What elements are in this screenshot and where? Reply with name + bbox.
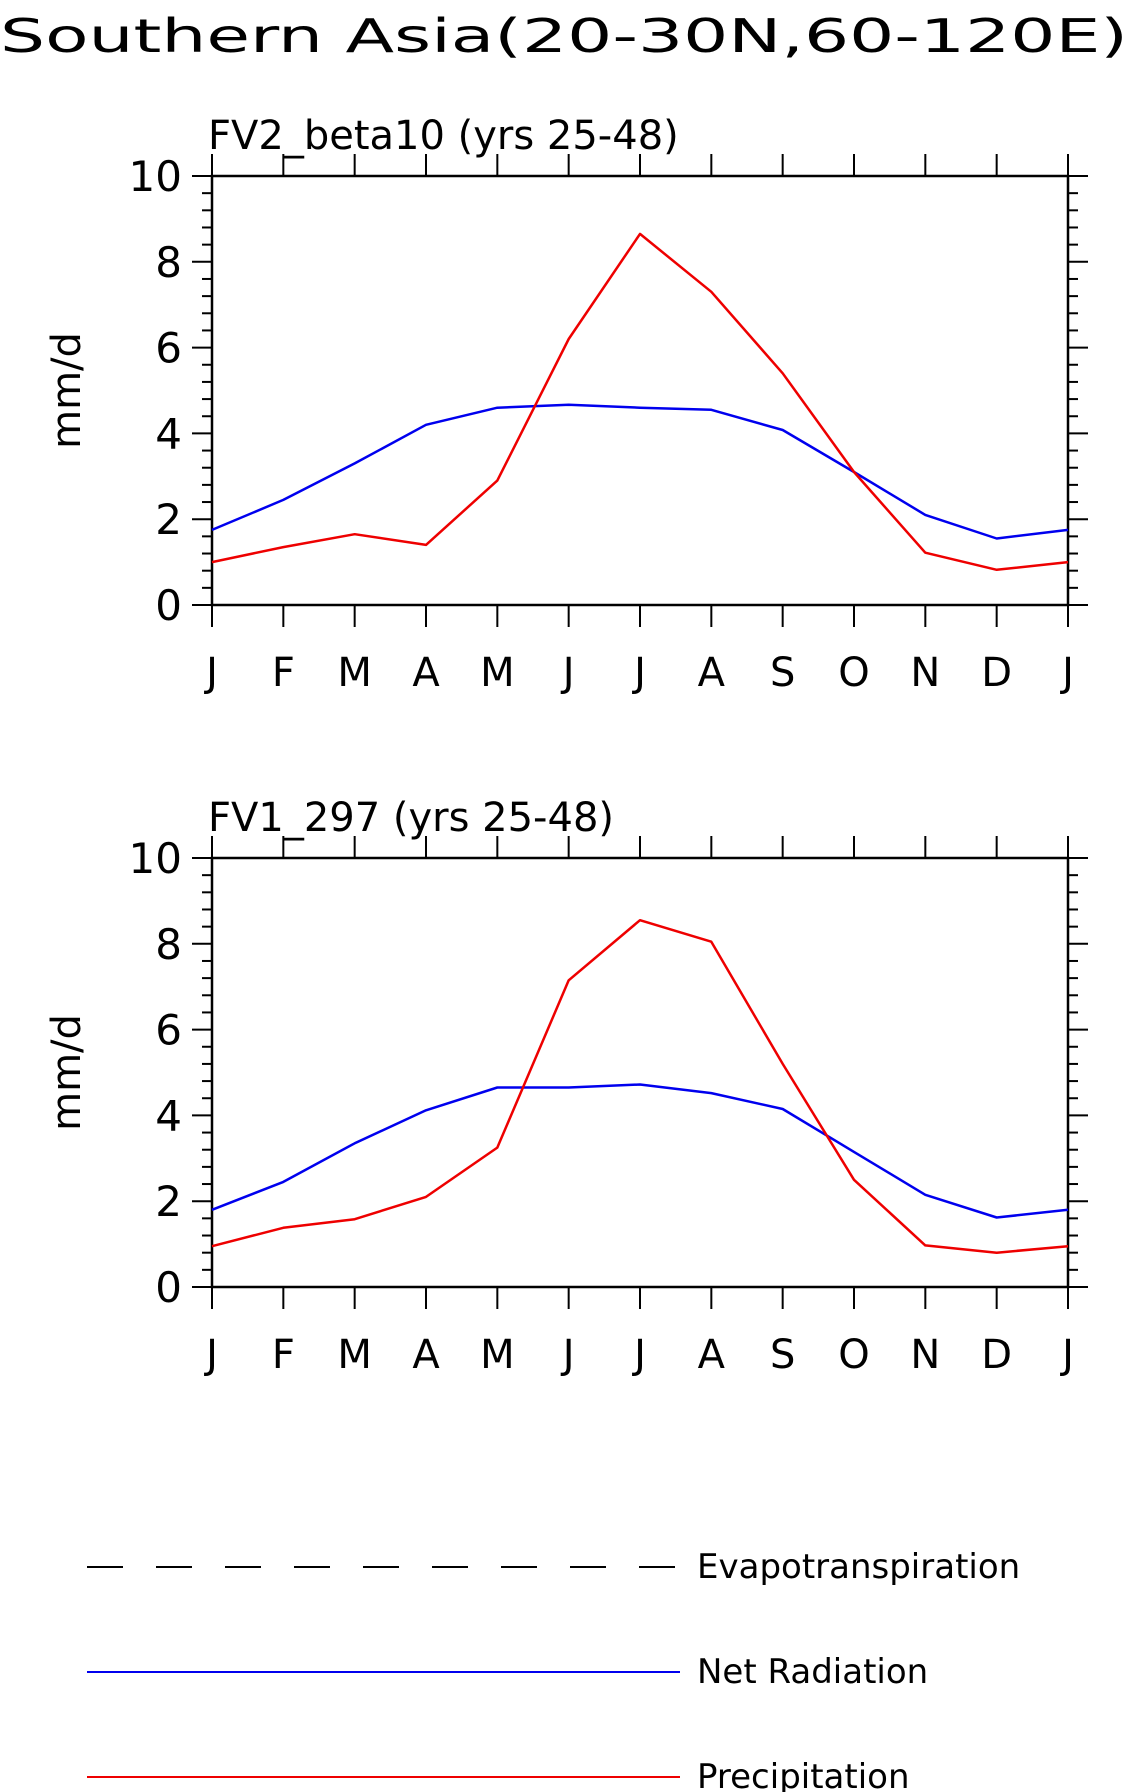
x-tick-label: J: [1059, 650, 1074, 696]
panel-title: FV2_beta10 (yrs 25-48): [208, 113, 679, 159]
x-tick-label: A: [698, 650, 726, 696]
x-tick-label: F: [272, 1332, 295, 1378]
figure-title: Southern Asia(20-30N,60-120E): [0, 9, 1128, 63]
x-tick-label: O: [838, 650, 869, 696]
x-tick-label: J: [203, 650, 218, 696]
y-tick-label: 6: [155, 324, 182, 373]
x-tick-label: M: [480, 1332, 515, 1378]
y-tick-label: 4: [155, 409, 182, 458]
x-tick-label: N: [910, 1332, 940, 1378]
y-tick-label: 8: [155, 238, 182, 287]
x-tick-label: J: [560, 1332, 575, 1378]
y-tick-label: 4: [155, 1091, 182, 1140]
x-tick-label: S: [770, 650, 795, 696]
x-tick-label: M: [480, 650, 515, 696]
x-tick-label: J: [560, 650, 575, 696]
x-tick-label: J: [1059, 1332, 1074, 1378]
x-tick-label: M: [337, 650, 372, 696]
y-axis-label: mm/d: [44, 1014, 90, 1131]
series-line-net-radiation: [211, 403, 1069, 540]
x-tick-label: M: [337, 1332, 372, 1378]
x-tick-label: J: [203, 1332, 218, 1378]
x-tick-label: N: [910, 650, 940, 696]
legend-label-precipitation: Precipitation: [697, 1757, 910, 1792]
x-tick-label: O: [838, 1332, 869, 1378]
y-tick-label: 0: [155, 1263, 182, 1312]
x-tick-label: D: [981, 650, 1012, 696]
x-tick-label: A: [412, 1332, 440, 1378]
x-tick-label: A: [412, 650, 440, 696]
plot-frame: [210, 856, 1070, 1289]
y-tick-label: 10: [129, 152, 182, 201]
x-tick-label: S: [770, 1332, 795, 1378]
legend-label-evapotranspiration: Evapotranspiration: [697, 1547, 1020, 1587]
x-tick-label: J: [631, 1332, 646, 1378]
series-line-net-radiation: [211, 1083, 1069, 1219]
y-tick-label: 10: [129, 834, 182, 883]
y-tick-label: 8: [155, 920, 182, 969]
y-tick-label: 2: [155, 495, 182, 544]
x-tick-label: D: [981, 1332, 1012, 1378]
legend-item-net-radiation: Net Radiation: [87, 1652, 928, 1692]
x-tick-label: F: [272, 650, 295, 696]
legend-item-evapotranspiration: Evapotranspiration: [87, 1547, 1020, 1587]
legend-label-net-radiation: Net Radiation: [697, 1652, 928, 1692]
y-tick-label: 0: [155, 581, 182, 630]
series-line-precipitation: [211, 232, 1069, 572]
series-line-precipitation: [211, 918, 1069, 1254]
y-tick-label: 2: [155, 1177, 182, 1226]
plot-frame: [210, 174, 1070, 607]
panel-title: FV1_297 (yrs 25-48): [208, 795, 614, 841]
legend-item-precipitation: Precipitation: [87, 1757, 910, 1792]
legend: Evapotranspiration Net Radiation Precipi…: [87, 1547, 1020, 1792]
y-tick-label: 6: [155, 1006, 182, 1055]
x-tick-label: A: [698, 1332, 726, 1378]
x-tick-label: J: [631, 650, 646, 696]
y-axis-label: mm/d: [44, 332, 90, 449]
